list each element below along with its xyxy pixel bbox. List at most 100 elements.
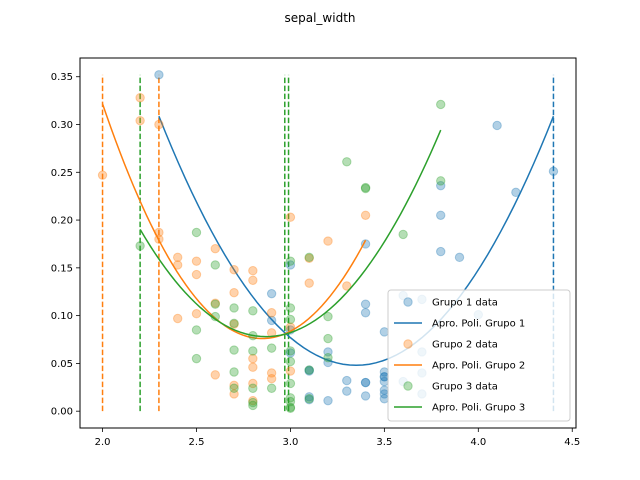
scatter-point-s2-30 xyxy=(285,212,296,222)
scatter-point-s2-29 xyxy=(266,373,277,384)
scatter-point-s0-20 xyxy=(360,377,371,388)
scatter-point-s4-33 xyxy=(323,311,333,322)
scatter-point-s2-24 xyxy=(248,378,258,389)
scatter-point-s4-1 xyxy=(191,227,202,238)
scatter-point-s0-19 xyxy=(360,391,371,401)
scatter-point-s4-23 xyxy=(285,346,296,356)
x-tick-label: 4.0 xyxy=(470,437,486,448)
scatter-point-s2-18 xyxy=(229,380,239,391)
y-tick-label: 0.35 xyxy=(51,72,73,83)
legend-label: Grupo 3 data xyxy=(432,382,498,393)
scatter-point-s2-21 xyxy=(248,275,258,285)
legend-box xyxy=(387,289,571,422)
axes-frame xyxy=(79,57,577,429)
x-tick-label: 2.0 xyxy=(95,437,111,448)
scatter-point-s4-3 xyxy=(191,353,202,364)
y-tick-label: 0.20 xyxy=(51,216,73,227)
y-tick-label: 0.30 xyxy=(51,120,73,131)
x-tick-label: 4.5 xyxy=(564,437,580,448)
scatter-point-s4-40 xyxy=(436,99,446,110)
x-tick-label: 2.5 xyxy=(189,437,205,448)
scatter-point-s4-41 xyxy=(436,176,446,186)
scatter-point-s2-35 xyxy=(323,236,333,246)
scatter-point-s4-9 xyxy=(229,345,239,355)
scatter-point-s0-7 xyxy=(304,395,314,405)
y-tick-label: 0.00 xyxy=(51,407,73,418)
scatter-point-s4-34 xyxy=(323,333,333,344)
scatter-point-s4-24 xyxy=(285,356,296,367)
plot-area xyxy=(97,70,559,414)
scatter-point-s4-28 xyxy=(285,402,296,413)
scatter-point-s2-26 xyxy=(266,308,277,318)
scatter-point-s0-9 xyxy=(304,392,314,402)
scatter-point-s0-14 xyxy=(342,386,352,396)
x-tick-label: 3.5 xyxy=(376,437,392,448)
chart-title: sepal_width xyxy=(284,11,355,25)
scatter-point-s4-39 xyxy=(398,229,408,240)
scatter-point-s2-13 xyxy=(210,298,220,308)
scatter-point-s0-28 xyxy=(379,372,390,382)
scatter-point-s4-11 xyxy=(229,383,239,393)
scatter-point-s4-12 xyxy=(248,306,258,316)
scatter-point-s0-27 xyxy=(379,394,390,404)
scatter-point-s0-36 xyxy=(436,210,446,220)
scatter-point-s2-14 xyxy=(210,370,220,380)
plot-content xyxy=(97,70,559,414)
scatter-point-s2-23 xyxy=(248,362,258,372)
scatter-point-s4-26 xyxy=(285,393,296,403)
scatter-point-s4-35 xyxy=(323,352,333,363)
y-tick-label: 0.25 xyxy=(51,168,73,179)
scatter-point-s4-38 xyxy=(360,183,371,194)
legend-marker xyxy=(403,297,413,307)
scatter-point-s4-14 xyxy=(248,346,258,356)
scatter-point-s2-25 xyxy=(248,395,258,406)
legend-label: Apro. Poli. Grupo 3 xyxy=(432,403,525,414)
scatter-point-s4-30 xyxy=(304,252,314,263)
scatter-point-s2-22 xyxy=(248,353,258,364)
legend: Grupo 1 data Apro. Poli. Grupo 1 Grupo 2 d… xyxy=(387,289,571,422)
scatter-point-s4-15 xyxy=(248,383,258,393)
scatter-point-s0-35 xyxy=(436,180,446,191)
scatter-point-s0-6 xyxy=(304,365,314,375)
y-tick-label: 0.05 xyxy=(51,359,73,370)
scatter-point-s4-27 xyxy=(285,396,296,407)
scatter-point-s2-11 xyxy=(191,309,202,319)
legend-label: Apro. Poli. Grupo 1 xyxy=(432,319,525,330)
scatter-point-s4-2 xyxy=(191,325,202,335)
legend-marker xyxy=(403,381,413,391)
scatter-point-s4-37 xyxy=(360,182,371,193)
scatter-point-s2-7 xyxy=(172,313,183,324)
scatter-point-s2-16 xyxy=(229,287,239,298)
legend-marker xyxy=(403,339,413,349)
scatter-point-s2-20 xyxy=(248,266,258,276)
scatter-point-s4-5 xyxy=(210,299,220,309)
legend-label: Apro. Poli. Grupo 2 xyxy=(432,361,525,372)
scatter-point-s2-28 xyxy=(266,368,277,378)
scatter-point-s2-3 xyxy=(154,119,164,130)
scatter-point-s4-18 xyxy=(266,343,277,353)
scatter-point-s4-7 xyxy=(229,303,239,313)
scatter-point-s0-17 xyxy=(360,308,371,318)
legend-label: Grupo 2 data xyxy=(432,340,498,351)
scatter-point-s4-21 xyxy=(285,303,296,313)
scatter-point-s4-29 xyxy=(285,403,296,414)
scatter-point-s0-38 xyxy=(454,252,465,263)
x-tick-label: 3.0 xyxy=(282,437,298,448)
y-tick-label: 0.15 xyxy=(51,263,73,274)
scatter-point-s4-20 xyxy=(285,256,296,266)
scatter-point-s0-5 xyxy=(285,348,296,358)
scatter-point-s4-19 xyxy=(266,383,277,393)
scatter-point-s4-4 xyxy=(210,260,220,270)
legend-label: Grupo 1 data xyxy=(432,298,498,309)
scatter-point-s0-1 xyxy=(266,288,277,299)
scatter-point-s4-0 xyxy=(135,241,145,251)
scatter-point-s2-12 xyxy=(210,244,220,254)
scatter-point-s2-6 xyxy=(172,252,183,263)
scatter-point-s2-9 xyxy=(191,256,202,266)
scatter-point-s4-16 xyxy=(248,397,258,408)
scatter-point-s0-0 xyxy=(154,70,164,80)
scatter-point-s0-37 xyxy=(436,246,446,257)
scatter-point-s2-2 xyxy=(135,115,145,126)
scatter-point-s4-32 xyxy=(304,394,314,404)
